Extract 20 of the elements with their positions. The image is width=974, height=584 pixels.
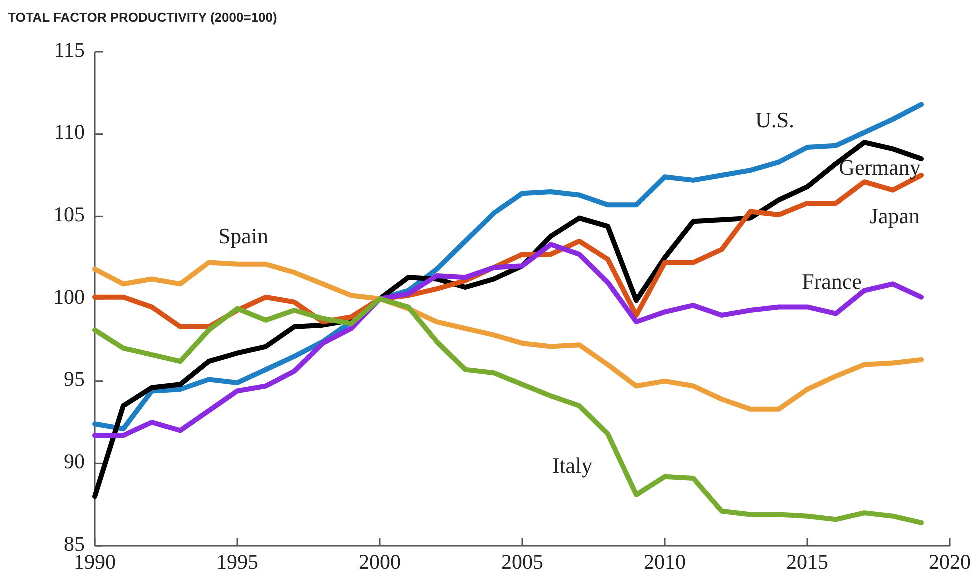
y-tick-label: 100 xyxy=(54,284,85,309)
y-tick-label: 110 xyxy=(54,120,85,144)
series-label: France xyxy=(802,268,862,294)
series-label: Spain xyxy=(218,223,269,248)
y-tick-label: 95 xyxy=(64,367,85,392)
x-tick-label: 2010 xyxy=(644,550,686,574)
x-tick-label: 2005 xyxy=(502,550,544,574)
x-tick-label: 2000 xyxy=(359,550,401,574)
x-tick-label: 2015 xyxy=(786,550,828,574)
y-tick-label: 115 xyxy=(54,38,85,62)
x-tick-label: 1995 xyxy=(216,550,258,574)
chart-title: TOTAL FACTOR PRODUCTIVITY (2000=100) xyxy=(8,10,278,25)
series-label: Italy xyxy=(552,453,593,478)
series-label: U.S. xyxy=(755,107,795,132)
x-tick-label: 2020 xyxy=(929,550,971,574)
y-tick-label: 105 xyxy=(54,202,85,226)
series-label: Japan xyxy=(870,203,920,228)
series-label: Germany xyxy=(839,155,921,180)
y-tick-label: 85 xyxy=(64,532,85,556)
y-tick-label: 90 xyxy=(64,449,85,474)
